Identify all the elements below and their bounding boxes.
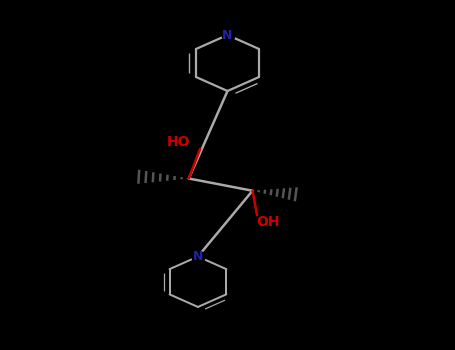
Text: OH: OH [257, 215, 280, 229]
Text: HO: HO [167, 135, 190, 149]
Text: N: N [222, 28, 233, 42]
Text: N: N [193, 250, 203, 263]
